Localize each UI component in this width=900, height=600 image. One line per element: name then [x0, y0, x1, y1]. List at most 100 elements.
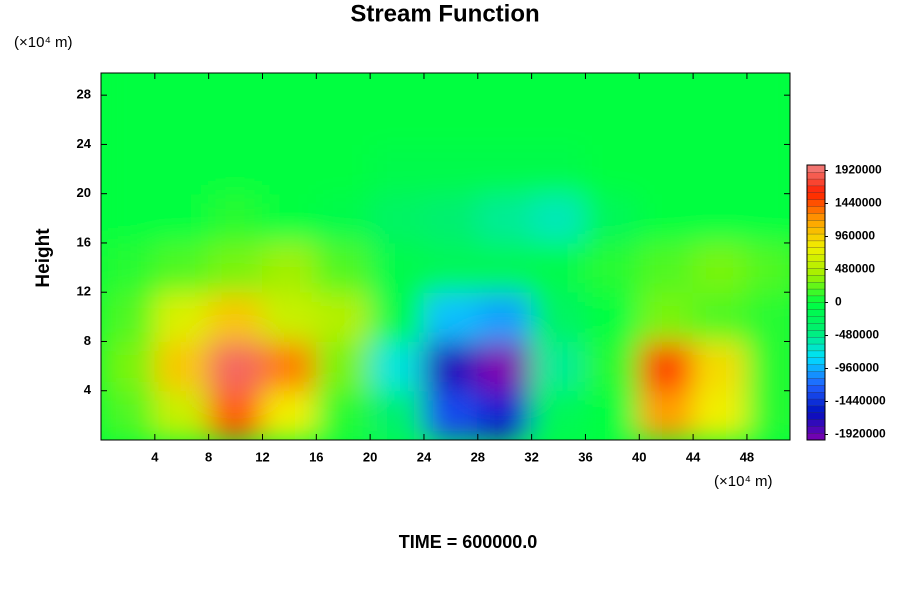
y-tick-label: 24: [77, 136, 92, 151]
colorbar-band: [806, 384, 826, 393]
field-cell: [692, 143, 748, 195]
colorbar-tick-label: -480000: [835, 328, 879, 342]
field-cell: [154, 143, 210, 195]
y-tick-label: 20: [77, 185, 91, 200]
field-cell: [369, 193, 425, 244]
colorbar-band: [806, 226, 826, 235]
x-tick-label: 8: [205, 449, 212, 464]
field-cell: [369, 340, 425, 392]
field-cell: [584, 73, 640, 96]
field-cell: [477, 242, 533, 293]
colorbar-band: [806, 233, 826, 242]
colorbar-band: [806, 419, 826, 427]
field-cell: [369, 73, 425, 96]
field-cell: [261, 143, 317, 195]
field-cell: [208, 291, 263, 342]
field-cell: [692, 390, 748, 440]
x-unit: (×10⁴ m): [714, 473, 773, 490]
colorbar-tick-label: 960000: [835, 229, 875, 243]
x-tick-label: 20: [363, 449, 377, 464]
colorbar-band: [806, 432, 826, 441]
colorbar-band: [806, 329, 826, 338]
colorbar-band: [806, 212, 826, 221]
field-cell: [261, 390, 317, 440]
field-cell: [423, 143, 479, 195]
field-cell: [692, 73, 748, 96]
field-cell: [315, 73, 371, 96]
field-cell: [692, 291, 748, 342]
field-cell: [208, 143, 263, 195]
colorbar-band: [806, 247, 826, 255]
field-cell: [477, 73, 533, 96]
colorbar-tick-label: 0: [835, 295, 842, 309]
field-cell: [477, 340, 533, 392]
field-cell: [423, 340, 479, 392]
field-cell: [101, 390, 156, 440]
colorbar-band: [806, 398, 826, 407]
field-cell: [584, 193, 640, 244]
field-cell: [369, 242, 425, 293]
field-cell: [531, 143, 586, 195]
field-cell: [477, 94, 533, 145]
field-cell: [369, 291, 425, 342]
field: [101, 73, 790, 440]
colorbar-band: [806, 240, 826, 248]
x-tick-label: 32: [524, 449, 538, 464]
y-axis-label: Height: [33, 228, 54, 288]
field-cell: [154, 291, 210, 342]
field-cell: [584, 143, 640, 195]
field-cell: [208, 193, 263, 244]
field-cell: [101, 193, 156, 244]
x-tick-label: 44: [686, 449, 701, 464]
field-cell: [692, 94, 748, 145]
field-cell: [208, 94, 263, 145]
colorbar-band: [806, 254, 826, 262]
field-cell: [531, 291, 586, 342]
x-tick-label: 28: [471, 449, 485, 464]
colorbar-band: [806, 288, 826, 297]
field-cell: [638, 242, 694, 293]
footer: TIME = 600000.0: [399, 532, 538, 552]
colorbar-tick-label: 1440000: [835, 196, 882, 210]
colorbar-tick-label: -1440000: [835, 394, 886, 408]
field-cell: [746, 291, 790, 342]
x-tick-label: 16: [309, 449, 323, 464]
colorbar-band: [806, 178, 826, 187]
field-cell: [638, 73, 694, 96]
colorbar-tick-label: -1920000: [835, 427, 886, 441]
field-cell: [208, 390, 263, 440]
field-cell: [746, 242, 790, 293]
x-tick-label: 48: [740, 449, 754, 464]
colorbar-band: [806, 343, 826, 352]
field-cell: [638, 94, 694, 145]
field-cell: [423, 291, 479, 342]
colorbar-band: [806, 295, 826, 303]
field-cell: [315, 94, 371, 145]
field-cell: [154, 390, 210, 440]
colorbar-band: [806, 281, 826, 290]
field-cell: [531, 73, 586, 96]
field-cell: [531, 390, 586, 440]
field-cell: [746, 193, 790, 244]
field-cell: [477, 390, 533, 440]
colorbar-band: [806, 267, 826, 276]
colorbar-band: [806, 322, 826, 331]
field-cell: [208, 340, 263, 392]
field-cell: [423, 242, 479, 293]
field-cell: [154, 340, 210, 392]
field-cell: [692, 340, 748, 392]
x-tick-label: 24: [417, 449, 432, 464]
colorbar-band: [806, 357, 826, 365]
field-cell: [261, 340, 317, 392]
field-cell: [423, 94, 479, 145]
field-cell: [531, 242, 586, 293]
field-cell: [315, 390, 371, 440]
plot-frame: [100, 72, 791, 441]
colorbar-band: [806, 391, 826, 400]
colorbar-band: [806, 377, 826, 386]
field-cell: [101, 340, 156, 392]
field-cell: [477, 291, 533, 342]
colorbar-band: [806, 350, 826, 358]
colorbar-band: [806, 426, 826, 434]
field-cell: [369, 390, 425, 440]
